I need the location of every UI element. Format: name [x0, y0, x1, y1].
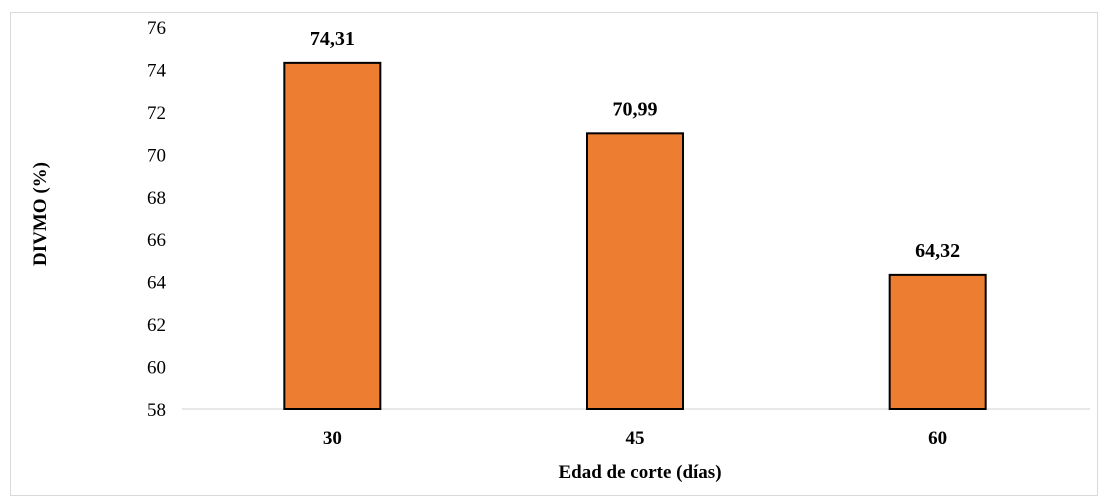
- x-axis-ticks: 30 45 60: [323, 428, 947, 449]
- bar-60: [888, 273, 987, 410]
- y-axis-title: DIVMO (%): [30, 162, 51, 266]
- x-axis-title: Edad de corte (días): [558, 462, 721, 483]
- bar-30: [283, 61, 382, 410]
- y-tick-label: 74: [147, 60, 167, 81]
- y-tick-label: 68: [147, 188, 166, 209]
- y-tick-label: 60: [147, 358, 166, 379]
- y-tick-label: 76: [147, 18, 166, 39]
- bar-45: [586, 132, 684, 410]
- data-label-60: 64,32: [915, 240, 960, 262]
- data-label-45: 70,99: [613, 98, 658, 120]
- y-tick-label: 58: [147, 400, 166, 421]
- y-tick-label: 66: [147, 230, 166, 251]
- bars: [283, 61, 987, 410]
- x-tick-label-30: 30: [323, 428, 342, 449]
- y-axis-ticks: 58 60 62 64 66 68 70 72 74 76: [147, 18, 167, 421]
- y-tick-label: 72: [147, 103, 166, 124]
- x-tick-label-60: 60: [928, 428, 947, 449]
- y-tick-label: 70: [147, 145, 166, 166]
- data-label-30: 74,31: [310, 28, 355, 50]
- data-labels: 74,31 70,99 64,32: [310, 28, 960, 262]
- y-tick-label: 62: [147, 315, 166, 336]
- y-tick-label: 64: [147, 273, 167, 294]
- x-tick-label-45: 45: [626, 428, 645, 449]
